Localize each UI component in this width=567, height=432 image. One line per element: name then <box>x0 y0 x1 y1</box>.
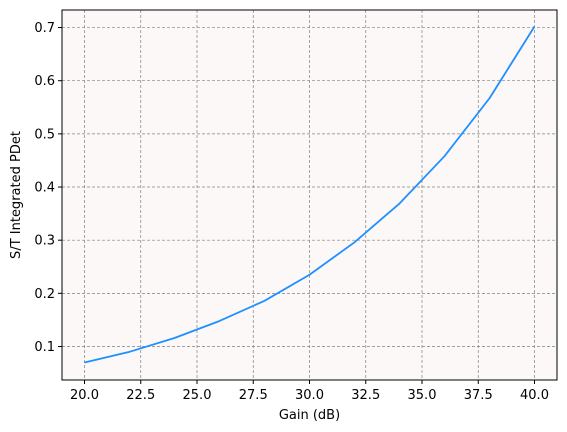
y-tick-label: 0.4 <box>34 181 55 196</box>
series-line <box>84 26 536 364</box>
y-axis: 0.1 0.2 0.3 0.4 0.5 0.6 0.7 <box>34 21 62 355</box>
x-tick-label: 30.0 <box>295 388 324 403</box>
x-tick-label: 20.0 <box>70 388 99 403</box>
y-tick-label: 0.5 <box>34 127 55 142</box>
x-axis: 20.0 22.5 25.0 27.5 30.0 32.5 35.0 37.5 40.0 <box>70 380 549 403</box>
series-layer <box>84 26 536 364</box>
y-tick-label: 0.2 <box>34 287 55 302</box>
x-tick-label: 22.5 <box>126 388 155 403</box>
grid-lines <box>62 10 557 380</box>
x-tick-label: 35.0 <box>408 388 437 403</box>
x-tick-label: 25.0 <box>183 388 212 403</box>
x-tick-label: 32.5 <box>351 388 380 403</box>
x-axis-title: Gain (dB) <box>279 408 340 423</box>
y-tick-label: 0.1 <box>34 340 55 355</box>
y-axis-title: S/T Integrated PDet <box>9 131 24 259</box>
x-tick-label: 40.0 <box>520 388 549 403</box>
y-tick-label: 0.3 <box>34 234 55 249</box>
y-tick-label: 0.7 <box>34 21 55 36</box>
x-tick-label: 37.5 <box>464 388 493 403</box>
y-tick-label: 0.6 <box>34 74 55 89</box>
x-tick-label: 27.5 <box>239 388 268 403</box>
